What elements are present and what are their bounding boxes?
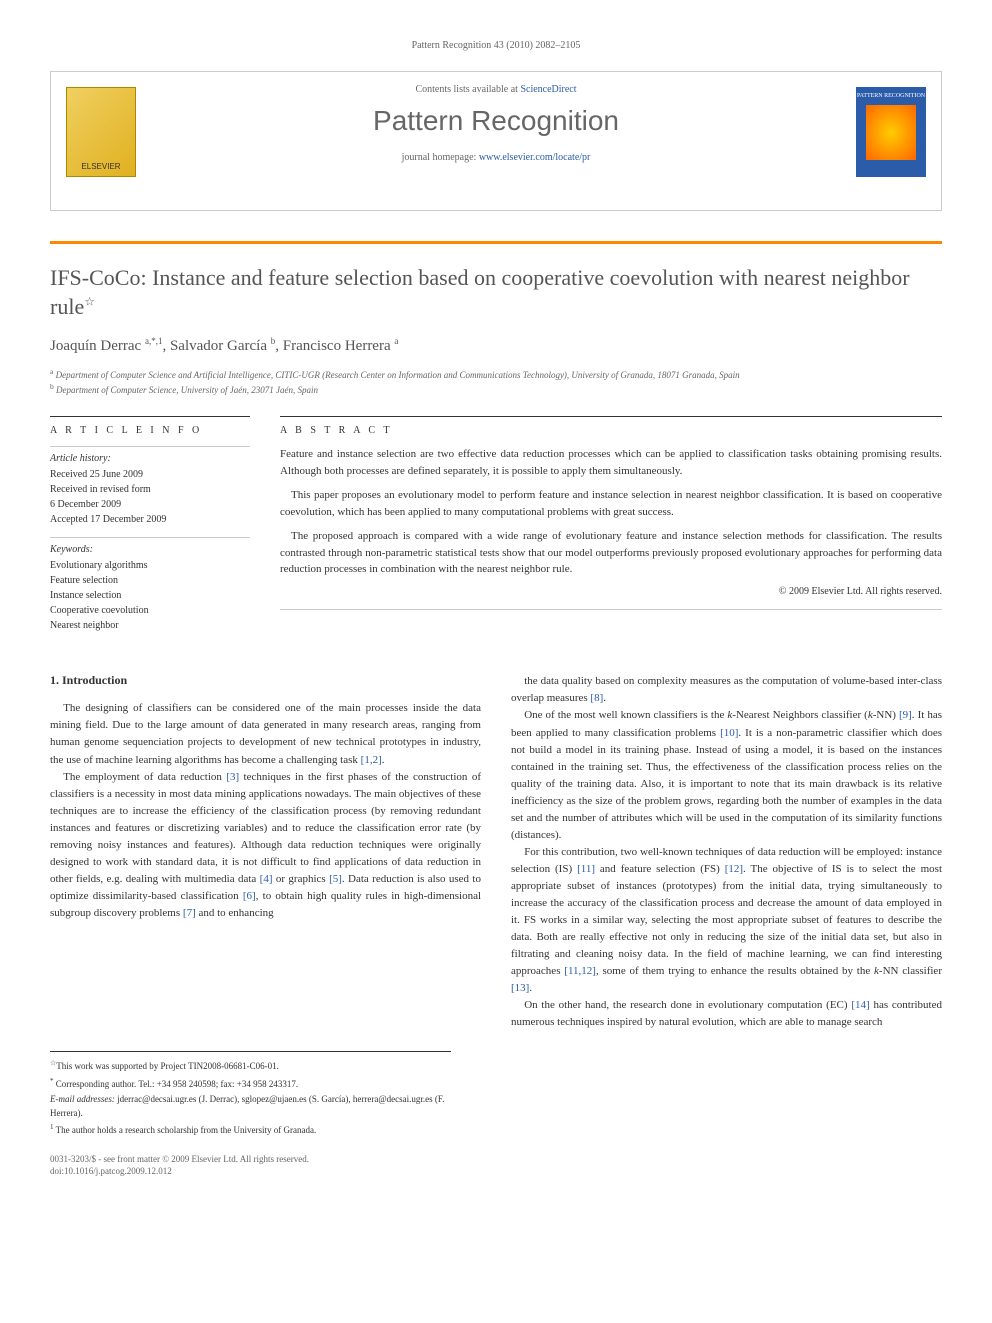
history-line: 6 December 2009 bbox=[50, 497, 250, 512]
body-two-column: 1. Introduction The designing of classif… bbox=[50, 673, 942, 1031]
history-line: Received 25 June 2009 bbox=[50, 467, 250, 482]
abstract-paragraph: This paper proposes an evolutionary mode… bbox=[280, 487, 942, 520]
footnote-1: 1 The author holds a research scholarshi… bbox=[50, 1122, 451, 1138]
keywords-block: Keywords: Evolutionary algorithmsFeature… bbox=[50, 537, 250, 633]
footer-copyright: 0031-3203/$ - see front matter © 2009 El… bbox=[50, 1153, 942, 1178]
article-info-column: A R T I C L E I N F O Article history: R… bbox=[50, 416, 250, 643]
keywords-text: Evolutionary algorithmsFeature selection… bbox=[50, 558, 250, 633]
citation-link[interactable]: [1,2] bbox=[361, 754, 382, 766]
article-title: IFS-CoCo: Instance and feature selection… bbox=[50, 264, 942, 321]
citation-link[interactable]: [11] bbox=[577, 863, 595, 875]
abstract-paragraph: Feature and instance selection are two e… bbox=[280, 446, 942, 479]
footnote-emails: E-mail addresses: jderrac@decsai.ugr.es … bbox=[50, 1093, 451, 1120]
elsevier-logo-text: ELSEVIER bbox=[81, 162, 120, 171]
abstract-paragraph: The proposed approach is compared with a… bbox=[280, 528, 942, 578]
body-paragraph: The designing of classifiers can be cons… bbox=[50, 700, 481, 768]
keywords-label: Keywords: bbox=[50, 544, 250, 555]
running-header: Pattern Recognition 43 (2010) 2082–2105 bbox=[50, 40, 942, 51]
citation-link[interactable]: [11,12] bbox=[564, 965, 596, 977]
footer-line-1: 0031-3203/$ - see front matter © 2009 El… bbox=[50, 1153, 942, 1166]
citation-link[interactable]: [13] bbox=[511, 982, 529, 994]
title-footnote-star: ☆ bbox=[84, 294, 95, 308]
sciencedirect-link[interactable]: ScienceDirect bbox=[520, 84, 576, 95]
body-left-column: 1. Introduction The designing of classif… bbox=[50, 673, 481, 1031]
citation-link[interactable]: [10] bbox=[720, 727, 738, 739]
citation-link[interactable]: [3] bbox=[226, 771, 239, 783]
citation-link[interactable]: [5] bbox=[329, 873, 342, 885]
journal-cover-thumbnail: PATTERN RECOGNITION bbox=[856, 87, 926, 177]
keyword-item: Instance selection bbox=[50, 588, 250, 603]
contents-prefix: Contents lists available at bbox=[415, 84, 520, 95]
homepage-line: journal homepage: www.elsevier.com/locat… bbox=[166, 152, 826, 163]
affiliations-block: a Department of Computer Science and Art… bbox=[50, 367, 942, 396]
citation-link[interactable]: [14] bbox=[851, 999, 869, 1011]
footnote-corresponding: * Corresponding author. Tel.: +34 958 24… bbox=[50, 1076, 451, 1092]
section-1-heading: 1. Introduction bbox=[50, 673, 481, 688]
journal-title: Pattern Recognition bbox=[166, 105, 826, 137]
keyword-item: Feature selection bbox=[50, 573, 250, 588]
keyword-item: Cooperative coevolution bbox=[50, 603, 250, 618]
contents-available-line: Contents lists available at ScienceDirec… bbox=[166, 84, 826, 95]
homepage-prefix: journal homepage: bbox=[402, 152, 479, 163]
article-history-block: Article history: Received 25 June 2009Re… bbox=[50, 446, 250, 527]
citation-link[interactable]: [12] bbox=[725, 863, 743, 875]
footer-line-2: doi:10.1016/j.patcog.2009.12.012 bbox=[50, 1165, 942, 1178]
body-paragraph: For this contribution, two well-known te… bbox=[511, 844, 942, 997]
abstract-heading: A B S T R A C T bbox=[280, 425, 942, 436]
article-title-text: IFS-CoCo: Instance and feature selection… bbox=[50, 265, 910, 319]
abstract-bottom-rule bbox=[280, 609, 942, 610]
elsevier-logo: ELSEVIER bbox=[66, 87, 136, 177]
orange-divider bbox=[50, 241, 942, 244]
article-history-text: Received 25 June 2009Received in revised… bbox=[50, 467, 250, 527]
article-info-heading: A R T I C L E I N F O bbox=[50, 425, 250, 436]
keyword-item: Nearest neighbor bbox=[50, 618, 250, 633]
body-paragraph: On the other hand, the research done in … bbox=[511, 997, 942, 1031]
journal-header-box: ELSEVIER PATTERN RECOGNITION Contents li… bbox=[50, 71, 942, 211]
affiliation-b: b Department of Computer Science, Univer… bbox=[50, 382, 942, 397]
body-paragraph: The employment of data reduction [3] tec… bbox=[50, 769, 481, 922]
journal-cover-image bbox=[866, 105, 916, 160]
history-line: Accepted 17 December 2009 bbox=[50, 512, 250, 527]
body-paragraph: the data quality based on complexity mea… bbox=[511, 673, 942, 707]
body-paragraph: One of the most well known classifiers i… bbox=[511, 707, 942, 843]
body-right-column: the data quality based on complexity mea… bbox=[511, 673, 942, 1031]
citation-link[interactable]: [6] bbox=[243, 890, 256, 902]
citation-link[interactable]: [8] bbox=[590, 692, 603, 704]
affiliation-a: a Department of Computer Science and Art… bbox=[50, 367, 942, 382]
citation-link[interactable]: [4] bbox=[260, 873, 273, 885]
citation-link[interactable]: [7] bbox=[183, 907, 196, 919]
abstract-copyright: © 2009 Elsevier Ltd. All rights reserved… bbox=[280, 586, 942, 597]
authors-line: Joaquín Derrac a,*,1, Salvador García b,… bbox=[50, 336, 942, 355]
abstract-column: A B S T R A C T Feature and instance sel… bbox=[280, 416, 942, 643]
history-line: Received in revised form bbox=[50, 482, 250, 497]
citation-link[interactable]: [9] bbox=[899, 709, 912, 721]
footnotes-block: ☆This work was supported by Project TIN2… bbox=[50, 1051, 451, 1138]
journal-cover-title: PATTERN RECOGNITION bbox=[857, 93, 925, 100]
footnote-star: ☆This work was supported by Project TIN2… bbox=[50, 1058, 451, 1074]
article-history-label: Article history: bbox=[50, 453, 250, 464]
journal-homepage-link[interactable]: www.elsevier.com/locate/pr bbox=[479, 152, 591, 163]
keyword-item: Evolutionary algorithms bbox=[50, 558, 250, 573]
